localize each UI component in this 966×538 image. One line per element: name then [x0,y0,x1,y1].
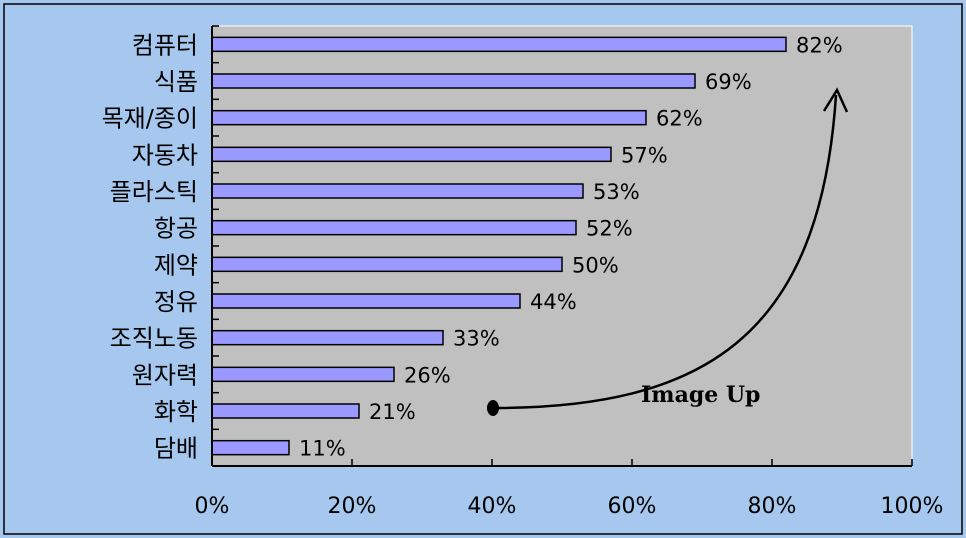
category-label: 담배 [154,435,198,463]
curved-arrow [492,94,838,410]
value-label: 26% [404,363,451,387]
bar [211,183,584,199]
plot-background [211,25,913,467]
bar [211,439,290,456]
x-tick-label: 20% [328,494,377,519]
x-tick-label: 80% [748,494,797,519]
bar [211,73,696,89]
bar [211,146,612,163]
bar [211,329,444,346]
x-tick-label: 100% [881,494,944,519]
category-label: 플라스틱 [110,178,198,206]
value-label: 69% [705,70,752,94]
x-tick-label: 40% [468,494,517,519]
category-label: 컴퓨터 [132,31,198,59]
category-label: 조직노동 [110,325,198,353]
category-label: 자동차 [132,141,198,169]
arrow-start-dot [487,400,499,416]
bar [211,293,521,309]
bar [211,109,647,126]
value-label: 44% [530,290,577,314]
bar [211,366,395,383]
value-label: 11% [299,437,346,461]
category-label: 정유 [154,288,198,316]
bar [211,403,360,419]
frame-border [3,3,963,535]
category-label: 원자력 [132,361,198,389]
value-label: 57% [621,143,668,167]
category-label: 식품 [154,68,198,96]
arrow-head [822,87,849,113]
value-label: 82% [796,33,843,57]
category-label: 목재/종이 [102,105,198,133]
bar [211,256,563,273]
bar [211,36,787,53]
category-label: 제약 [154,251,198,279]
value-label: 21% [369,400,416,424]
value-label: 53% [593,180,640,204]
category-label: 화학 [154,398,198,426]
value-label: 50% [572,253,619,277]
value-label: 33% [453,327,500,351]
x-tick-label: 0% [195,494,230,519]
category-label: 항공 [154,215,198,243]
bar [211,219,577,236]
x-tick-label: 60% [608,494,657,519]
annotation-layer: Image Up [487,87,849,416]
value-label: 62% [656,107,703,131]
value-label: 52% [586,217,633,241]
annotation-text: Image Up [641,382,760,408]
